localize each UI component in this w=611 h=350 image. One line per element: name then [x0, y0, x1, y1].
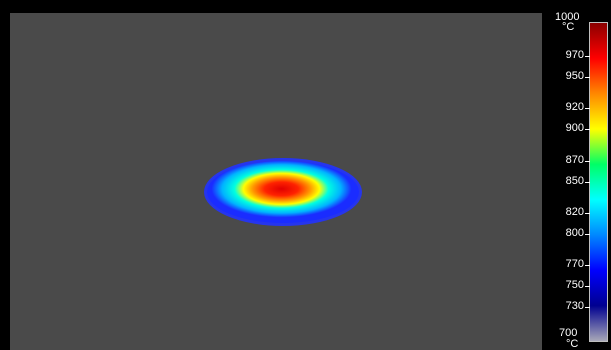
scale-min-unit: °C [566, 338, 579, 350]
scale-tick-label: 950 [565, 70, 584, 83]
scale-tick-mark [585, 161, 590, 162]
scale-tick-label: 870 [565, 153, 584, 166]
hotspot [207, 161, 359, 223]
scale-tick-label: 800 [565, 226, 584, 239]
scale-tick-mark [585, 307, 590, 308]
scale-min-label: 700 [559, 327, 578, 339]
scale-tick-mark [585, 265, 590, 266]
scale-tick-label: 820 [565, 205, 584, 218]
scale-tick-label: 850 [565, 174, 584, 187]
scale-tick-label: 770 [565, 257, 584, 270]
scale-tick-label: 750 [565, 278, 584, 291]
scale-tick-mark [585, 77, 590, 78]
scale-max-unit: °C [562, 21, 575, 33]
scale-tick-label: 920 [565, 101, 584, 114]
temperature-scale: 1000 °C 970 950 920 900 870 850 820 800 770 750 73… [551, 0, 611, 350]
scale-tick-mark [585, 234, 590, 235]
scale-max-label: 1000 [555, 11, 580, 23]
scale-tick-mark [585, 56, 590, 57]
scale-tick-mark [585, 182, 590, 183]
color-bar [589, 22, 608, 342]
scale-tick-label: 970 [565, 49, 584, 62]
scale-tick-mark [585, 108, 590, 109]
scale-tick-label: 730 [565, 299, 584, 312]
scale-tick-mark [585, 286, 590, 287]
scale-tick-mark [585, 129, 590, 130]
scale-tick-mark [585, 213, 590, 214]
thermal-image [204, 158, 362, 226]
scale-tick-label: 900 [565, 122, 584, 135]
thermal-image-view[interactable] [10, 13, 542, 350]
